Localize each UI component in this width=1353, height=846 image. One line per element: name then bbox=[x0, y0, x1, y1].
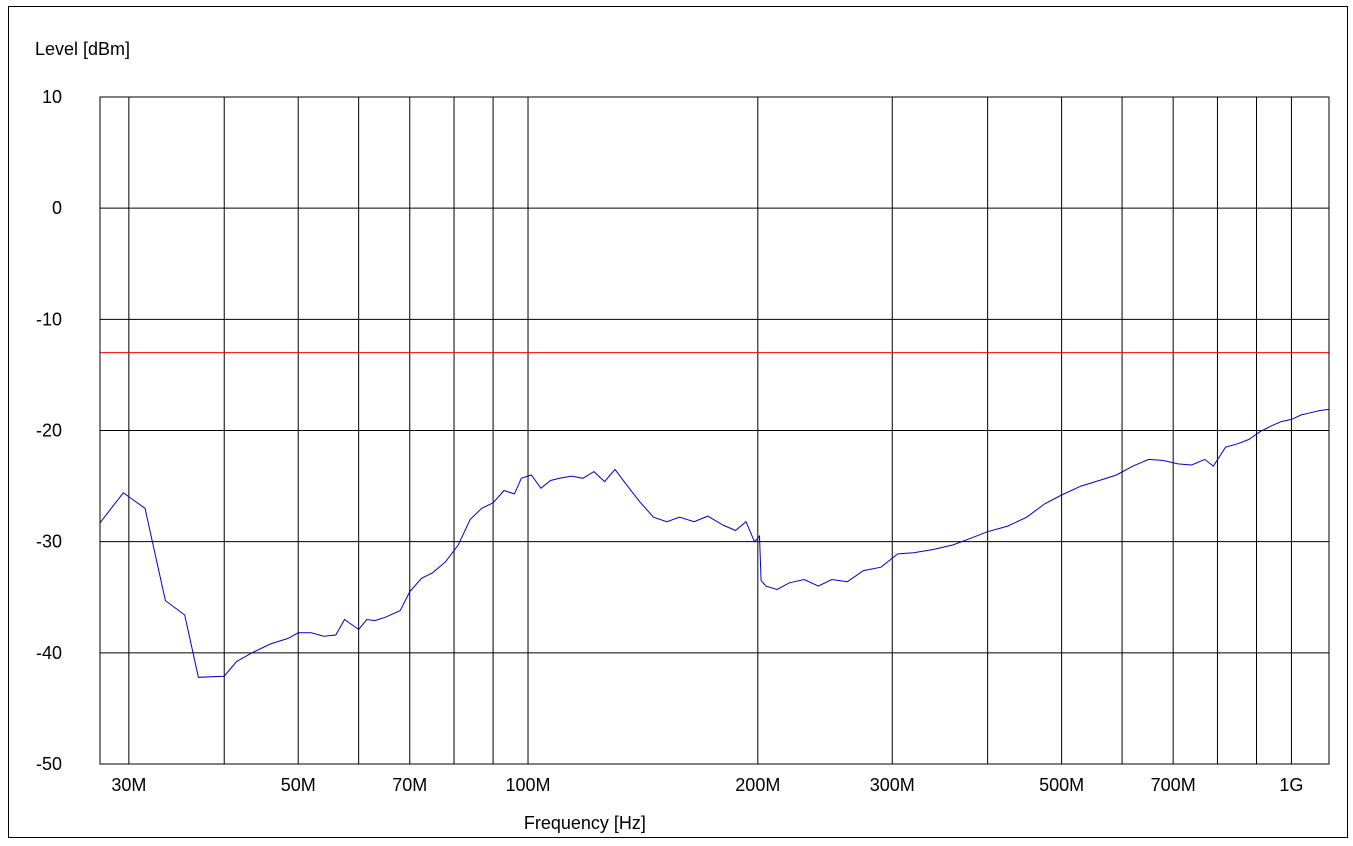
y-tick-label: 0 bbox=[52, 198, 62, 218]
y-tick-label: -40 bbox=[36, 643, 62, 663]
plot-area-border bbox=[99, 96, 1330, 765]
x-tick-label: 1G bbox=[1279, 775, 1303, 795]
x-tick-label: 500M bbox=[1039, 775, 1084, 795]
y-tick-label: -50 bbox=[36, 754, 62, 774]
y-tick-label: -30 bbox=[36, 532, 62, 552]
y-tick-label: -20 bbox=[36, 421, 62, 441]
x-tick-label: 100M bbox=[506, 775, 551, 795]
x-tick-labels: 30M 50M 70M 100M 200M 300M 500M 700M 1G bbox=[111, 775, 1303, 795]
series-layer bbox=[99, 408, 1330, 678]
series-line bbox=[99, 408, 1330, 678]
x-tick-label: 50M bbox=[281, 775, 316, 795]
x-tick-label: 70M bbox=[392, 775, 427, 795]
y-axis-label: Level [dBm] bbox=[35, 39, 130, 59]
y-tick-labels: 10 0 -10 -20 -30 -40 -50 bbox=[36, 87, 62, 774]
x-tick-label: 300M bbox=[870, 775, 915, 795]
x-tick-label: 700M bbox=[1151, 775, 1196, 795]
y-tick-label: 10 bbox=[42, 87, 62, 107]
grid-layer bbox=[100, 96, 1329, 765]
x-tick-label: 30M bbox=[111, 775, 146, 795]
x-axis-label: Frequency [Hz] bbox=[524, 813, 646, 833]
chart-frame: 10 0 -10 -20 -30 -40 -50 30M 50M 70M 100M 200M 300M… bbox=[8, 6, 1348, 838]
chart-svg: 10 0 -10 -20 -30 -40 -50 30M 50M 70M 100M 200M 300M… bbox=[35, 39, 1330, 833]
y-tick-label: -10 bbox=[36, 309, 62, 329]
x-tick-label: 200M bbox=[735, 775, 780, 795]
